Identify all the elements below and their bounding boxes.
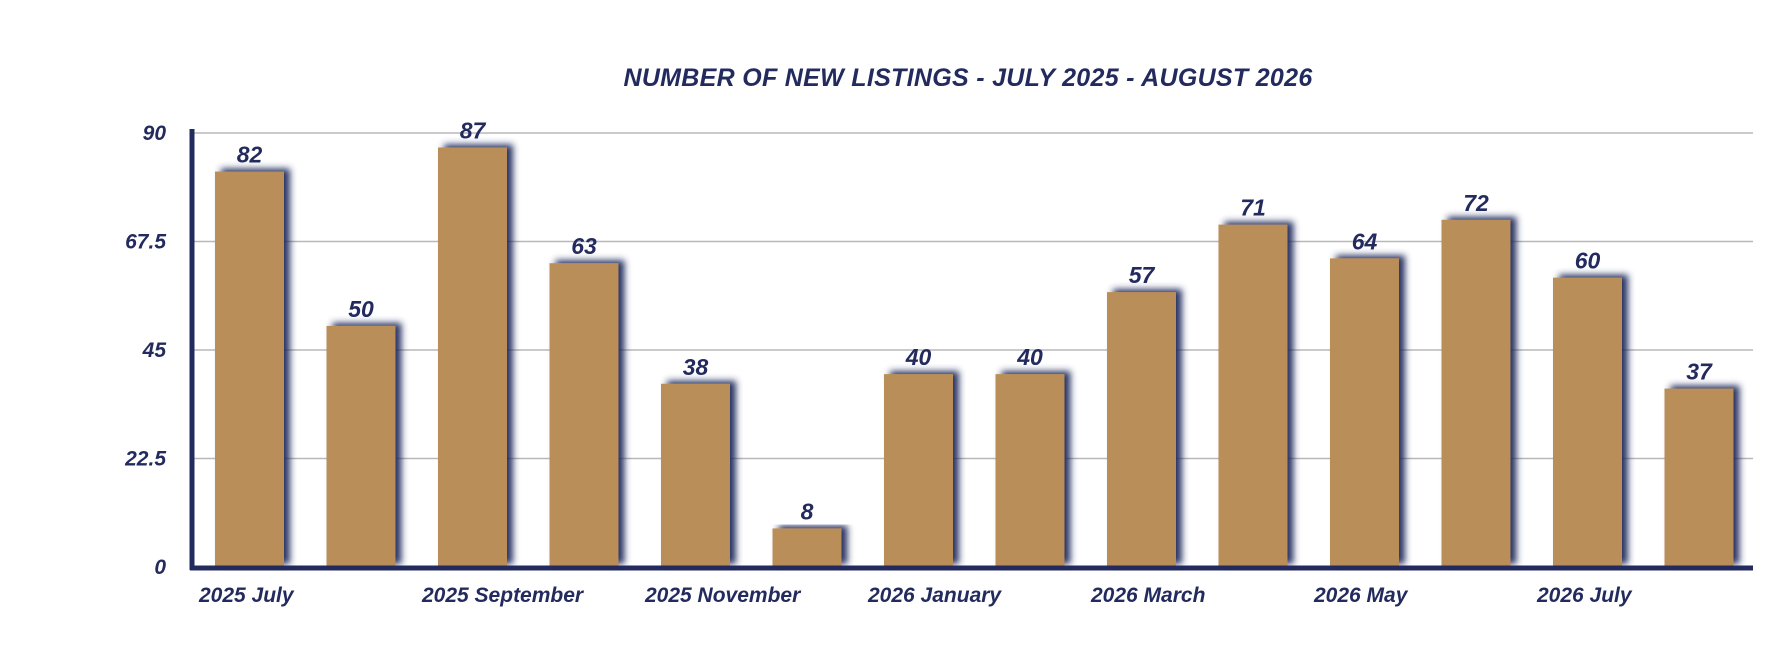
x-tick-label: 2026 March xyxy=(1090,584,1205,607)
data-label: 38 xyxy=(683,354,709,380)
data-label: 57 xyxy=(1129,262,1156,288)
x-tick-label: 2026 July xyxy=(1536,584,1633,607)
x-tick-label: 2025 July xyxy=(198,584,295,607)
x-tick-label: 2026 May xyxy=(1313,584,1409,607)
bar xyxy=(1330,258,1399,567)
grid-lines xyxy=(192,132,1753,460)
bar xyxy=(1107,292,1176,567)
data-label: 72 xyxy=(1463,190,1489,216)
y-tick-label: 90 xyxy=(143,122,167,145)
data-label: 40 xyxy=(905,344,932,370)
bar xyxy=(1441,219,1511,568)
bar xyxy=(438,147,507,567)
bar xyxy=(1218,224,1288,567)
x-tick-label: 2025 November xyxy=(644,584,802,607)
bar xyxy=(1553,277,1622,567)
bar xyxy=(326,325,396,567)
chart-title: NUMBER OF NEW LISTINGS - JULY 2025 - AUG… xyxy=(623,64,1313,92)
bar xyxy=(1664,388,1734,567)
x-axis-tick-labels: 2025 July 2025 September 2025 November 2026… xyxy=(198,584,1633,607)
x-tick-label: 2026 January xyxy=(867,584,1002,607)
bar xyxy=(661,383,730,567)
data-label: 71 xyxy=(1240,195,1266,221)
axes xyxy=(189,129,1753,571)
data-label: 8 xyxy=(801,498,814,524)
data-label: 87 xyxy=(460,117,487,143)
y-axis-tick-labels: 0 22.5 45 67.5 90 xyxy=(124,122,166,579)
y-tick-label: 0 xyxy=(154,556,166,579)
bars xyxy=(215,147,1734,568)
y-tick-label: 67.5 xyxy=(125,231,166,254)
bar xyxy=(884,374,953,567)
y-tick-label: 22.5 xyxy=(124,448,166,471)
bar xyxy=(995,374,1065,567)
bar xyxy=(215,171,284,568)
y-tick-label: 45 xyxy=(142,339,167,362)
data-label: 64 xyxy=(1352,228,1378,254)
data-label: 37 xyxy=(1686,359,1713,385)
data-label: 40 xyxy=(1016,344,1043,370)
data-labels: 82 50 87 63 38 8 40 40 57 71 64 72 60 37 xyxy=(237,117,1713,524)
data-label: 63 xyxy=(571,233,597,259)
data-label: 82 xyxy=(237,142,263,168)
data-label: 60 xyxy=(1575,248,1601,274)
x-tick-label: 2025 September xyxy=(421,584,585,607)
bar xyxy=(549,263,619,567)
data-label: 50 xyxy=(348,296,374,322)
bar xyxy=(772,528,842,567)
